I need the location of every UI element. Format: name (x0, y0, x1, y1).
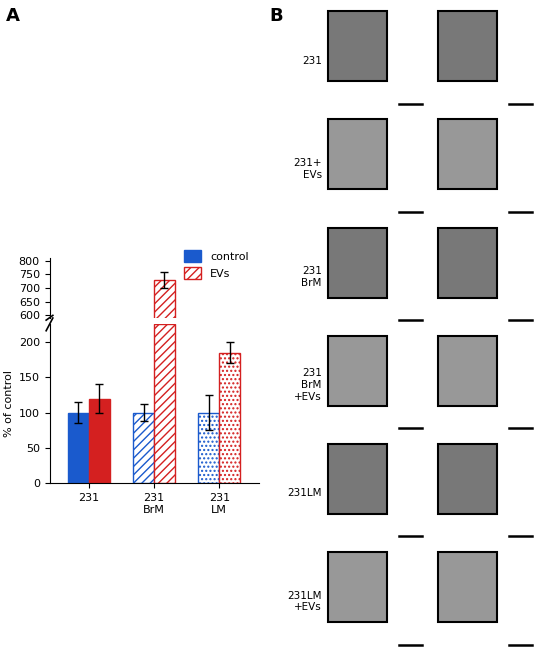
Bar (68, 412, 89, 483)
Bar (328, 228, 387, 297)
Bar (438, 552, 497, 622)
Bar (154, 324, 175, 483)
Bar (328, 444, 387, 514)
Text: B: B (270, 7, 283, 24)
Bar (219, 353, 240, 483)
Bar (328, 552, 387, 622)
Text: 231LM: 231LM (287, 488, 322, 498)
Bar (328, 11, 387, 81)
Bar (199, 412, 219, 483)
Bar (438, 11, 497, 81)
Y-axis label: % of control: % of control (4, 370, 14, 438)
Bar (438, 336, 497, 406)
Bar (438, 444, 497, 514)
Text: A: A (6, 7, 19, 24)
Bar (89, 399, 109, 483)
Bar (438, 228, 497, 297)
Text: 231
BrM
+EVs: 231 BrM +EVs (294, 369, 322, 402)
Text: 231
BrM: 231 BrM (301, 266, 322, 288)
Text: 231LM
+EVs: 231LM +EVs (287, 591, 322, 612)
Text: 231: 231 (302, 56, 322, 66)
Bar (438, 119, 497, 189)
Bar (154, 280, 175, 477)
Bar (328, 119, 387, 189)
Bar (133, 412, 154, 483)
Text: 231+
EVs: 231+ EVs (293, 158, 322, 179)
Bar (328, 336, 387, 406)
Legend: control, EVs: control, EVs (180, 246, 253, 283)
